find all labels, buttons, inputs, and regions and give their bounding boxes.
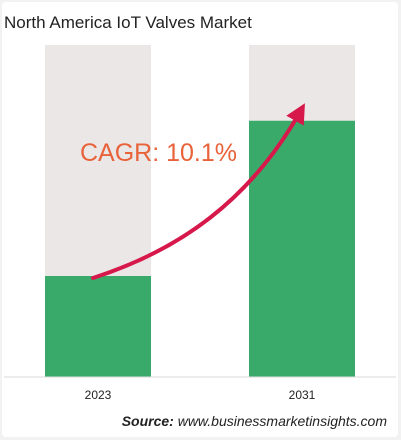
source-url: www.businessmarketinsights.com bbox=[177, 413, 387, 429]
cagr-arrow bbox=[91, 103, 305, 280]
cagr-label: CAGR: 10.1% bbox=[80, 139, 237, 167]
bar-2031 bbox=[249, 120, 355, 378]
chart-title: North America IoT Valves Market bbox=[4, 13, 252, 32]
x-tick-label-2031: 2031 bbox=[289, 388, 316, 402]
source-label: Source: bbox=[121, 413, 174, 429]
bar-2023 bbox=[45, 275, 151, 377]
source-note: Source: www.businessmarketinsights.com bbox=[122, 413, 387, 429]
x-tick-label-2023: 2023 bbox=[85, 388, 112, 402]
